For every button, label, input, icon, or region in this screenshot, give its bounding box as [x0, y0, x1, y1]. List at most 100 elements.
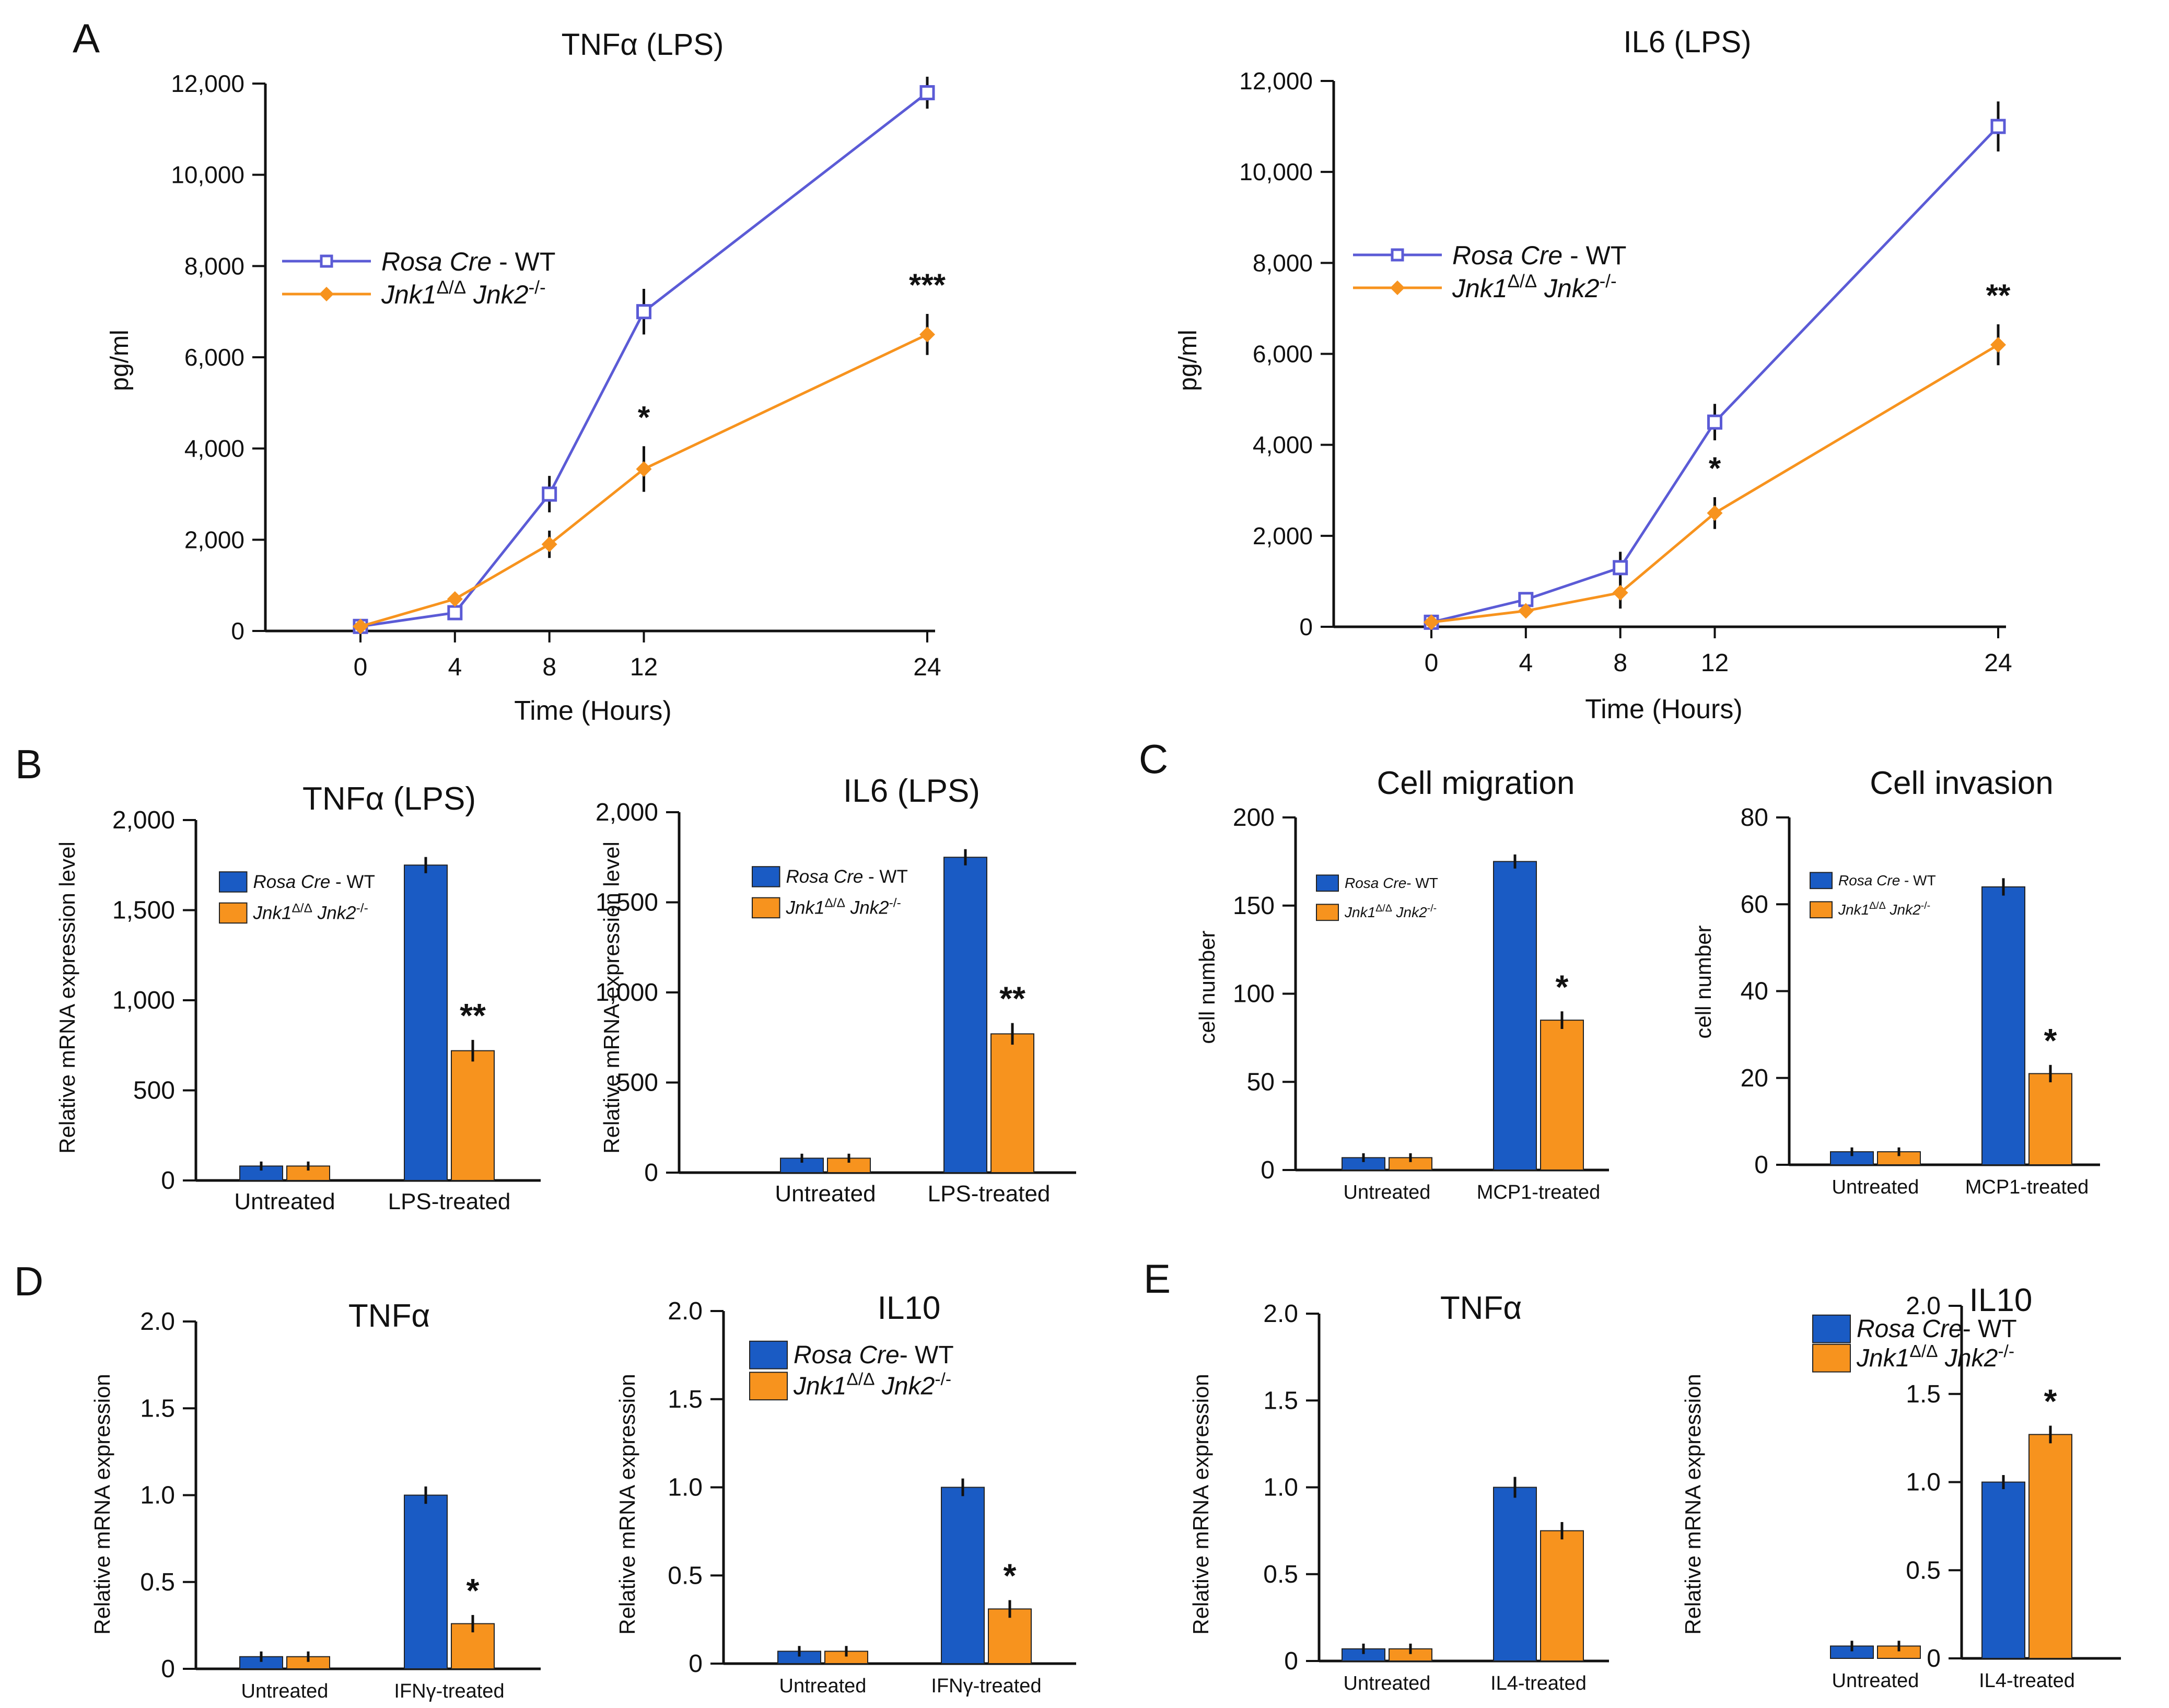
x-axis-label: Time (Hours): [1585, 694, 1742, 724]
significance-mark: *: [2044, 1022, 2057, 1059]
chart-title: IL6 (LPS): [1624, 25, 1752, 59]
data-point-ko: [1424, 614, 1439, 630]
series-line-wt: [360, 91, 928, 628]
chart-title: TNFα (LPS): [562, 28, 724, 62]
chart-panel-4: IL6 (LPS) Relative mRNA expression level 0…: [596, 773, 1076, 1207]
significance-mark: **: [460, 997, 486, 1034]
y-tick-label: 0: [231, 617, 244, 645]
bar-wt: [780, 1157, 824, 1173]
significance-mark: ***: [909, 267, 946, 302]
legend-ko-swatch: [752, 897, 780, 919]
bar-ko: [1540, 1530, 1584, 1662]
x-tick-label: 8: [1613, 649, 1627, 677]
chart-panel-2: IL6 (LPS) pg/ml 0 2,000 4,000 6,000 8,000 10,00…: [1174, 25, 2012, 724]
bar-wt: [239, 1165, 283, 1181]
legend-ko-label: Jnk1Δ/Δ Jnk2-/-: [1838, 900, 1930, 918]
x-axis-label: Time (Hours): [514, 696, 671, 726]
y-axis-label: Relative mRNA expression: [90, 1374, 114, 1635]
x-category-label: IFNγ-treated: [394, 1680, 504, 1702]
y-tick-label: 0.5: [1263, 1561, 1298, 1588]
y-tick-label: 50: [1247, 1068, 1275, 1096]
chart-title: TNFα (LPS): [302, 781, 476, 817]
y-tick-label: 40: [1741, 978, 1768, 1005]
legend-wt-swatch: [1810, 872, 1833, 890]
legend-wt-label: Rosa Cre- WT: [1857, 1315, 2017, 1343]
y-tick-label: 6,000: [184, 344, 244, 371]
significance-mark: *: [1004, 1557, 1017, 1595]
x-category-label: LPS-treated: [388, 1189, 511, 1214]
legend-ko-label: Jnk1Δ/Δ Jnk2-/-: [253, 901, 368, 923]
x-category-label: Untreated: [775, 1181, 876, 1207]
x-category-label: Untreated: [1832, 1670, 1919, 1692]
legend-ko-marker: [319, 287, 334, 301]
y-tick-label: 12,000: [171, 70, 244, 97]
x-tick-label: 24: [1984, 649, 2012, 677]
legend-wt-label-part: Rosa Cre: [794, 1341, 900, 1369]
legend-ko-swatch: [749, 1372, 788, 1401]
legend-ko-label-part: Jnk1: [1856, 1344, 1909, 1372]
bar-wt: [1981, 886, 2025, 1165]
panel-letter: E: [1144, 1256, 1171, 1302]
y-tick-label: 60: [1741, 891, 1768, 918]
legend-ko-label-part: -/-: [889, 896, 901, 910]
data-point-ko: [447, 591, 463, 607]
legend-ko-label-part: Jnk1: [786, 898, 825, 918]
data-point-ko: [1990, 337, 2006, 353]
legend-wt-label: Rosa Cre- WT: [794, 1341, 954, 1369]
y-tick-label: 1.5: [1263, 1387, 1298, 1414]
bar-wt: [941, 1487, 985, 1664]
legend-ko-swatch: [1812, 1343, 1851, 1373]
significance-mark: *: [467, 1572, 480, 1609]
y-tick-label: 4,000: [1253, 431, 1313, 459]
legend-wt-label: Rosa Cre- WT: [1345, 875, 1438, 891]
x-tick-label: 24: [913, 653, 941, 681]
y-axis-label: Relative mRNA expression level: [599, 841, 624, 1154]
x-tick-label: 12: [1701, 649, 1729, 677]
legend-wt-label: Rosa Cre - WT: [1452, 241, 1626, 270]
bar-ko: [286, 1165, 330, 1181]
legend-wt-label-part: Rosa Cre: [1345, 875, 1406, 891]
legend-ko-label: Jnk1Δ/Δ Jnk2-/-: [786, 896, 901, 918]
bar-wt: [943, 857, 987, 1173]
chart-title: TNFα: [1440, 1290, 1522, 1326]
legend-ko-label-part: Jnk1: [1838, 902, 1869, 918]
y-axis-label: Relative mRNA expression: [1188, 1374, 1213, 1635]
chart-title: IL10: [1969, 1282, 2033, 1318]
y-tick-label: 1.0: [668, 1474, 703, 1502]
x-category-label: MCP1-treated: [1477, 1181, 1601, 1203]
legend-ko-label: Jnk1Δ/Δ Jnk2-/-: [1344, 903, 1437, 920]
legend-wt-label: Rosa Cre - WT: [786, 867, 908, 887]
legend-wt-label-part: - WT: [863, 867, 908, 887]
legend-wt-marker: [1391, 248, 1404, 262]
chart-title: TNFα: [348, 1298, 430, 1334]
data-point-ko: [1612, 584, 1628, 601]
legend-wt-label-part: Rosa Cre: [1838, 872, 1900, 888]
legend-ko-swatch: [1810, 901, 1833, 919]
data-point-ko: [541, 536, 557, 553]
y-tick-label: 2,000: [1253, 522, 1313, 549]
y-tick-label: 0.5: [1906, 1557, 1941, 1584]
legend-ko-label-part: -/-: [529, 277, 546, 298]
y-tick-label: 2.0: [1906, 1292, 1941, 1320]
data-point-wt: [1707, 414, 1722, 430]
data-point-ko: [1707, 505, 1723, 521]
y-axis-label: cell number: [1195, 930, 1219, 1044]
legend-ko-label-part: Δ/Δ: [824, 896, 845, 910]
y-tick-label: 0: [161, 1167, 175, 1195]
y-axis-label: pg/ml: [106, 330, 134, 391]
legend-wt-label-part: - WT: [1562, 241, 1626, 270]
x-tick-label: 4: [1519, 649, 1533, 677]
legend-ko-label-part: Jnk2: [1938, 1344, 1998, 1372]
legend-ko-label-part: Δ/Δ: [1508, 271, 1537, 291]
legend-wt-label-part: Rosa Cre: [381, 247, 492, 276]
legend-wt-label-part: - WT: [1963, 1315, 2017, 1343]
legend-ko-label-part: Jnk1: [1344, 904, 1375, 920]
x-category-label: IL4-treated: [1979, 1670, 2075, 1692]
series-line-wt: [1431, 125, 1999, 624]
legend-ko-label: Jnk1Δ/Δ Jnk2-/-: [793, 1370, 951, 1400]
legend-wt-label-part: - WT: [1900, 872, 1935, 888]
legend-ko-label-part: Jnk1: [793, 1373, 846, 1400]
data-point-ko: [1518, 603, 1534, 619]
legend-ko-label-part: Jnk1: [1452, 274, 1508, 303]
